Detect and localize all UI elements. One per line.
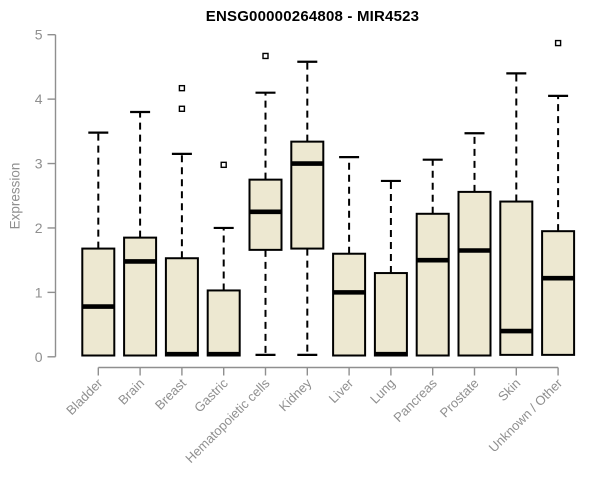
outlier-gastric xyxy=(220,161,227,169)
box-brain xyxy=(123,236,158,357)
x-axis-category-label: Liver xyxy=(326,375,357,406)
x-axis-category-label: Brain xyxy=(115,376,147,408)
box-breast xyxy=(164,257,199,357)
y-axis-tick-label: 0 xyxy=(35,349,43,365)
box-bladder xyxy=(81,247,116,357)
outlier-breast xyxy=(178,105,186,112)
outlier-hematopoietic-cells xyxy=(262,52,269,60)
box-unknown-other xyxy=(541,230,576,356)
x-axis-category-label: Skin xyxy=(495,376,523,404)
y-axis-tick-label: 1 xyxy=(35,284,43,300)
x-axis-category-label: Pancreas xyxy=(390,375,440,425)
y-axis-tick-label: 4 xyxy=(35,91,43,107)
box-kidney xyxy=(290,140,325,250)
box-gastric xyxy=(206,289,241,357)
x-axis-category-label: Lung xyxy=(367,376,398,407)
box-hematopoietic-cells xyxy=(248,178,283,251)
box-liver xyxy=(332,252,367,357)
outlier-breast xyxy=(178,84,186,92)
y-axis-tick-label: 2 xyxy=(35,220,43,236)
x-axis-category-label: Gastric xyxy=(191,375,231,415)
outlier-unknown-other xyxy=(554,39,562,47)
y-axis-tick-label: 3 xyxy=(35,156,43,172)
x-axis-category-label: Breast xyxy=(152,375,189,412)
box-prostate xyxy=(457,190,492,357)
box-pancreas xyxy=(415,212,450,357)
x-axis-category-label: Bladder xyxy=(63,375,106,418)
x-axis-category-label: Kidney xyxy=(276,375,315,414)
box-lung xyxy=(373,272,408,357)
y-axis-tick-label: 5 xyxy=(35,27,43,43)
x-axis-category-label: Unknown / Other xyxy=(486,375,566,455)
chart-title: ENSG00000264808 - MIR4523 xyxy=(205,8,420,25)
x-axis-category-label: Prostate xyxy=(437,376,482,421)
